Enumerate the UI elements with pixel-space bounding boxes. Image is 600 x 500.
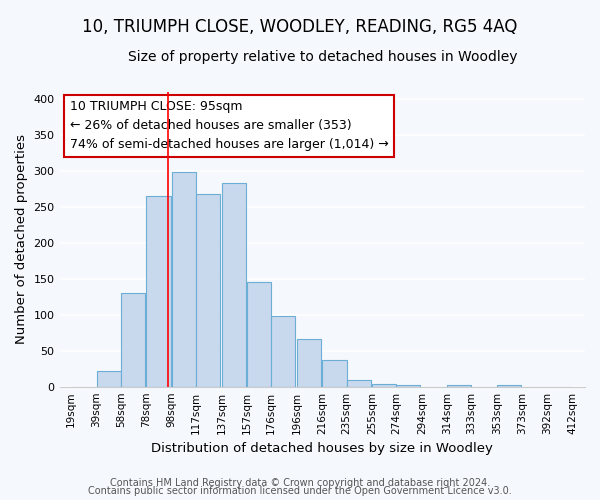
Bar <box>121 293 145 386</box>
Bar <box>146 196 170 386</box>
Bar <box>97 371 121 386</box>
Bar <box>247 282 271 387</box>
X-axis label: Distribution of detached houses by size in Woodley: Distribution of detached houses by size … <box>151 442 493 455</box>
Title: Size of property relative to detached houses in Woodley: Size of property relative to detached ho… <box>128 50 517 64</box>
Bar <box>447 384 472 386</box>
Bar <box>172 172 196 386</box>
Bar <box>372 384 396 386</box>
Bar <box>271 316 295 386</box>
Bar <box>396 384 421 386</box>
Bar <box>297 339 321 386</box>
Y-axis label: Number of detached properties: Number of detached properties <box>15 134 28 344</box>
Bar <box>196 194 220 386</box>
Text: 10 TRIUMPH CLOSE: 95sqm
← 26% of detached houses are smaller (353)
74% of semi-d: 10 TRIUMPH CLOSE: 95sqm ← 26% of detache… <box>70 100 389 152</box>
Bar <box>497 385 521 386</box>
Text: Contains HM Land Registry data © Crown copyright and database right 2024.: Contains HM Land Registry data © Crown c… <box>110 478 490 488</box>
Text: Contains public sector information licensed under the Open Government Licence v3: Contains public sector information licen… <box>88 486 512 496</box>
Bar <box>347 380 371 386</box>
Bar <box>322 360 347 386</box>
Bar <box>221 183 246 386</box>
Text: 10, TRIUMPH CLOSE, WOODLEY, READING, RG5 4AQ: 10, TRIUMPH CLOSE, WOODLEY, READING, RG5… <box>82 18 518 36</box>
